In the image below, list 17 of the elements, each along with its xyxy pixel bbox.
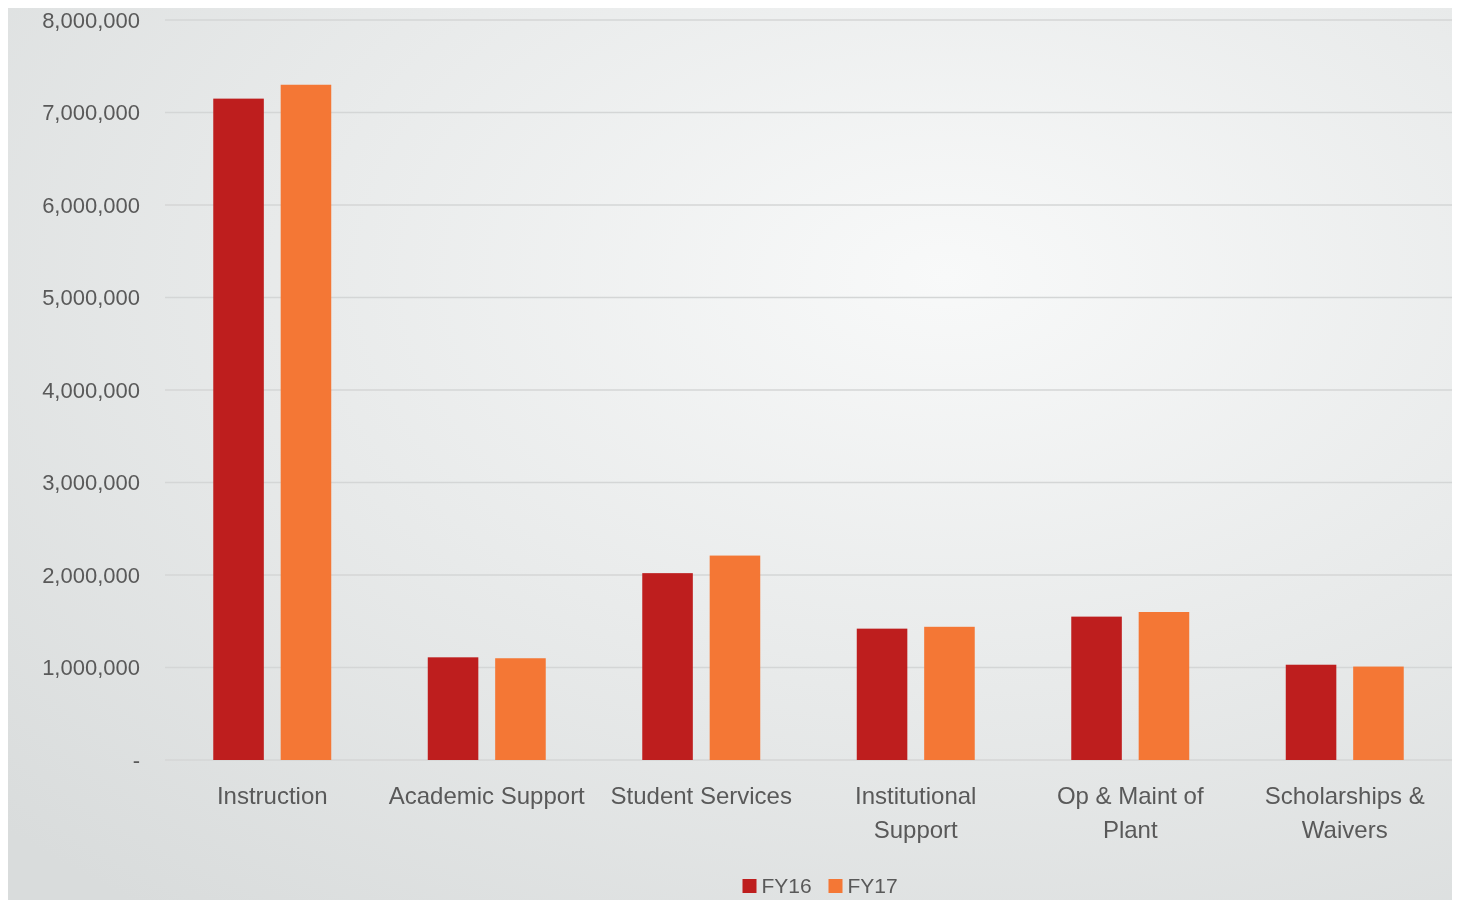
x-tick-label: Op & Maint of Plant [1056, 782, 1204, 843]
legend-label: FY16 [761, 874, 812, 898]
legend-label: FY17 [847, 874, 898, 898]
y-tick-label: 5,000,000 [42, 285, 140, 311]
y-tick-label: - [132, 747, 140, 773]
x-tick-label: Instruction [216, 782, 328, 809]
x-tick-label: Student Services [610, 782, 792, 809]
x-tick-label: Institutional Support [855, 782, 977, 843]
x-tick-label: Academic Support [388, 782, 586, 809]
y-tick-label: 3,000,000 [42, 470, 140, 496]
y-tick-label: 1,000,000 [42, 655, 140, 681]
y-tick-label: 6,000,000 [42, 192, 140, 218]
y-tick-label: 2,000,000 [42, 562, 140, 588]
y-tick-label: 4,000,000 [42, 377, 140, 403]
y-tick-label: 7,000,000 [42, 100, 140, 126]
x-tick-label: Scholarships & Waivers [1264, 782, 1425, 843]
y-tick-label: 8,000,000 [42, 7, 140, 33]
